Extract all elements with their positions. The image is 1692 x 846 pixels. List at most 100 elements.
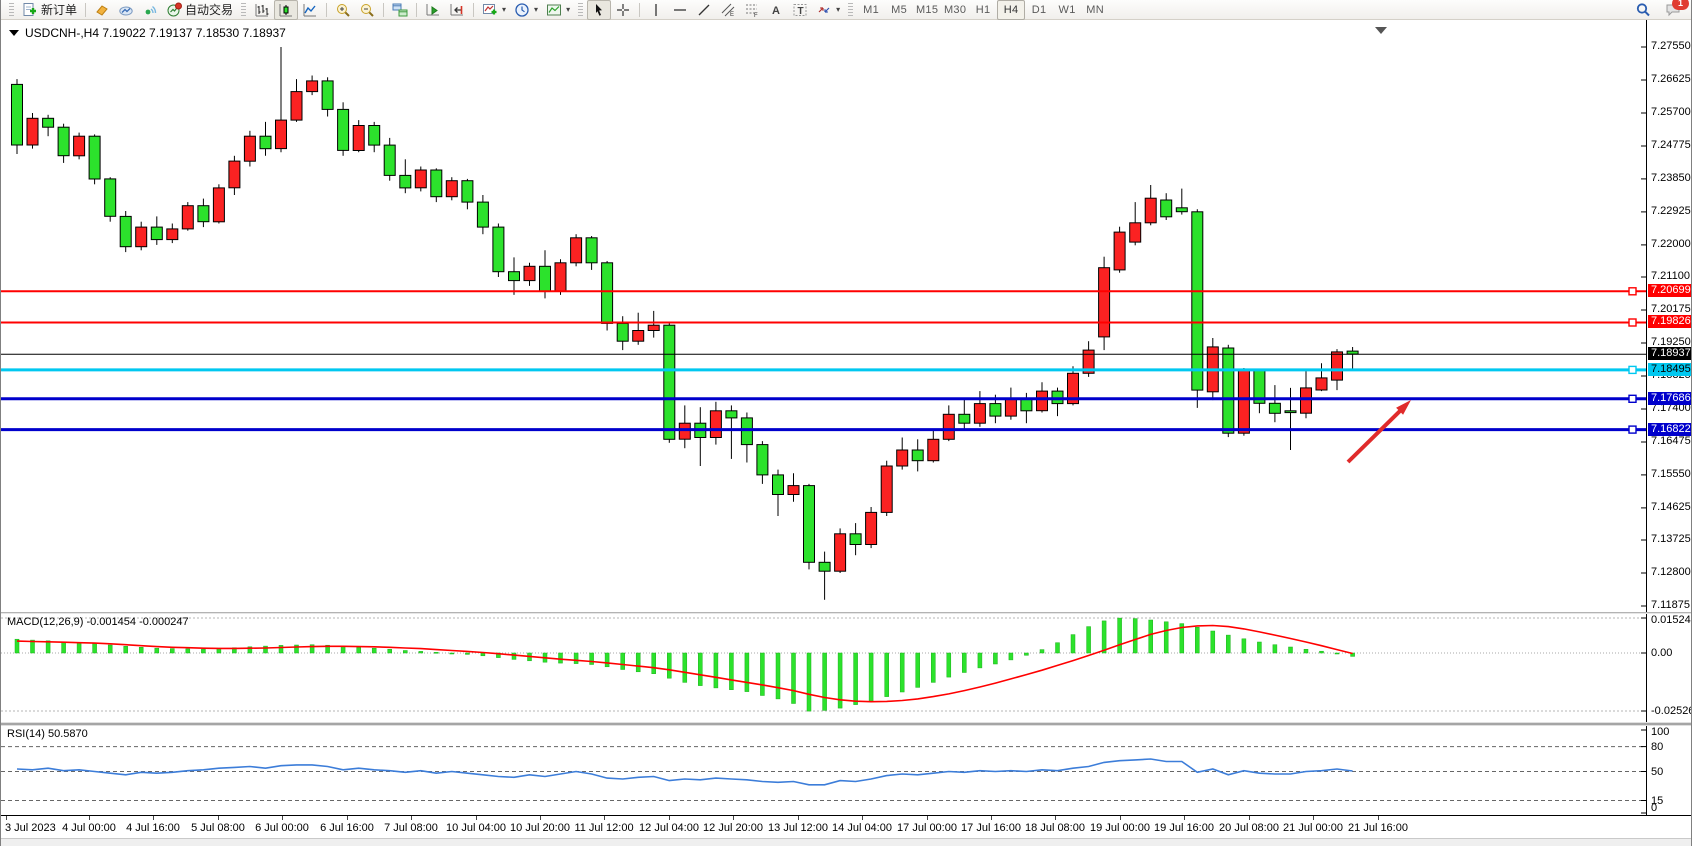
tile-windows-button[interactable] [388, 0, 412, 20]
trendline-icon [696, 2, 712, 18]
fibonacci-button[interactable]: F [740, 0, 764, 20]
timeframe-D1-button[interactable]: D1 [1031, 3, 1047, 16]
chart-shift-marker-icon[interactable] [1375, 27, 1387, 34]
hline-price-label: 7.18495 [1648, 363, 1691, 376]
templates-button[interactable]: ▾ [542, 0, 574, 20]
time-tick [604, 816, 605, 820]
autotrade-icon [166, 2, 183, 18]
price-tick-label: 7.25700 [1651, 106, 1691, 118]
timeframe-W1-button[interactable]: W1 [1058, 3, 1076, 16]
trend-arrow-annotation[interactable] [1346, 400, 1411, 464]
clock-icon [514, 2, 530, 18]
rsi-scale[interactable]: 100 80 50 15 0 [1646, 726, 1691, 815]
time-tick [540, 816, 541, 820]
text-button[interactable]: A [764, 0, 788, 20]
timeframe-M30-button[interactable]: M30 [943, 3, 967, 16]
toolbar-separator [383, 2, 385, 17]
toolbar-drag-handle[interactable] [241, 3, 247, 16]
timeframes-button-caret-icon[interactable]: ▾ [534, 5, 539, 14]
auto-trading-button[interactable]: 自动交易 [162, 0, 237, 20]
rsi-chart[interactable] [1, 726, 1646, 815]
time-tick-label: 6 Jul 00:00 [255, 822, 309, 834]
bid-price-label: 7.18937 [1648, 347, 1691, 360]
time-tick [6, 816, 7, 820]
candlestick-chart-button[interactable] [274, 0, 299, 20]
time-tick [733, 816, 734, 820]
indicators-button-caret-icon[interactable]: ▾ [502, 5, 507, 14]
toolbar-drag-handle[interactable] [848, 3, 854, 16]
timeframe-M15-button[interactable]: M15 [915, 3, 939, 16]
channel-icon: E [720, 2, 736, 18]
notifications-icon[interactable]: 1 [1665, 0, 1689, 18]
toolbar-drag-handle[interactable] [9, 3, 14, 16]
macd-indicator-pane[interactable]: 0.015243 0.00 -0.025267 MACD(12,26,9) -0.0… [1, 614, 1691, 722]
line-chart-button[interactable] [298, 0, 322, 20]
timeframe-M5-button[interactable]: M5 [891, 3, 908, 16]
time-tick [153, 816, 154, 820]
rsi-tick-label: 50 [1651, 766, 1664, 778]
crosshair-button[interactable] [611, 0, 635, 20]
notification-badge: 1 [1672, 0, 1689, 10]
timeframe-H4-button[interactable]: H4 [997, 0, 1026, 20]
time-tick-label: 14 Jul 04:00 [832, 822, 892, 834]
signals-button[interactable] [138, 0, 162, 20]
indicators-button[interactable]: ▾ [478, 0, 510, 20]
equidistant-channel-button[interactable]: E [716, 0, 740, 20]
eraser-button[interactable] [90, 0, 114, 20]
trendline-button[interactable] [692, 0, 716, 20]
price-tick-label: 7.27550 [1651, 40, 1691, 52]
time-tick-label: 21 Jul 00:00 [1283, 822, 1343, 834]
toolbar-drag-handle[interactable] [578, 3, 584, 16]
text-icon: A [768, 2, 784, 18]
timeframes-button[interactable]: ▾ [510, 0, 542, 20]
timeframe-H1-button[interactable]: H1 [975, 3, 991, 16]
rsi-tick-label: 0 [1651, 802, 1658, 814]
pane-splitter[interactable] [1, 722, 1691, 726]
horizontal-line-objects[interactable] [1, 287, 1646, 434]
one-click-trading-arrow-icon[interactable] [9, 30, 19, 36]
search-icon[interactable] [1635, 2, 1651, 18]
time-tick-label: 17 Jul 00:00 [897, 822, 957, 834]
svg-text:F: F [754, 13, 758, 18]
zoom-out-button[interactable] [355, 0, 379, 20]
rsi-tick-label: 15 [1651, 795, 1664, 807]
candlestick-chart[interactable] [1, 20, 1646, 612]
time-scale[interactable]: 3 Jul 2023 4 Jul 00:00 4 Jul 16:00 5 Jul 08… [1, 816, 1691, 838]
macd-scale[interactable]: 0.015243 0.00 -0.025267 [1646, 614, 1691, 722]
time-tick [862, 816, 863, 820]
chart-shift-button[interactable] [445, 0, 469, 20]
time-tick [991, 816, 992, 820]
arrows-button[interactable]: ▾ [812, 0, 844, 20]
arrows-icon [816, 2, 832, 18]
time-tick [927, 816, 928, 820]
auto-scroll-button[interactable] [421, 0, 445, 20]
timeframe-M1-button[interactable]: M1 [863, 3, 880, 16]
macd-chart[interactable] [1, 614, 1646, 722]
text-label-button[interactable]: T [788, 0, 812, 20]
auto-trading-button-label: 自动交易 [185, 3, 234, 17]
rsi-line [16, 758, 1353, 786]
rsi-indicator-pane[interactable]: 100 80 50 15 0 RSI(14) 50.5870 [1, 726, 1691, 816]
time-tick-label: 19 Jul 00:00 [1090, 822, 1150, 834]
time-tick-label: 13 Jul 12:00 [768, 822, 828, 834]
horizontal-line-button[interactable] [668, 0, 692, 20]
charts-cloud-button[interactable] [114, 0, 138, 20]
price-scale[interactable]: 7.27550 7.26625 7.25700 7.24775 7.23850 7.229… [1646, 20, 1691, 612]
chart-title: USDCNH-,H4 7.19022 7.19137 7.18530 7.189… [25, 26, 286, 40]
vertical-line-button[interactable] [644, 0, 668, 20]
cursor-button[interactable] [587, 0, 612, 20]
price-chart-pane[interactable]: 7.27550 7.26625 7.25700 7.24775 7.23850 7.229… [1, 20, 1691, 612]
zoom-in-button[interactable] [331, 0, 355, 20]
time-tick-label: 4 Jul 16:00 [126, 822, 180, 834]
time-tick-label: 18 Jul 08:00 [1025, 822, 1085, 834]
templates-button-caret-icon[interactable]: ▾ [566, 5, 571, 14]
price-tick-label: 7.17400 [1651, 402, 1691, 414]
arrows-button-caret-icon[interactable]: ▾ [836, 5, 841, 14]
time-tick-label: 12 Jul 20:00 [703, 822, 763, 834]
pane-splitter[interactable] [1, 612, 1691, 614]
neworder-icon [22, 2, 38, 18]
bar-chart-button[interactable] [250, 0, 274, 20]
toolbar-separator [85, 2, 87, 17]
timeframe-MN-button[interactable]: MN [1086, 3, 1104, 16]
new-order-button[interactable]: 新订单 [18, 0, 81, 20]
